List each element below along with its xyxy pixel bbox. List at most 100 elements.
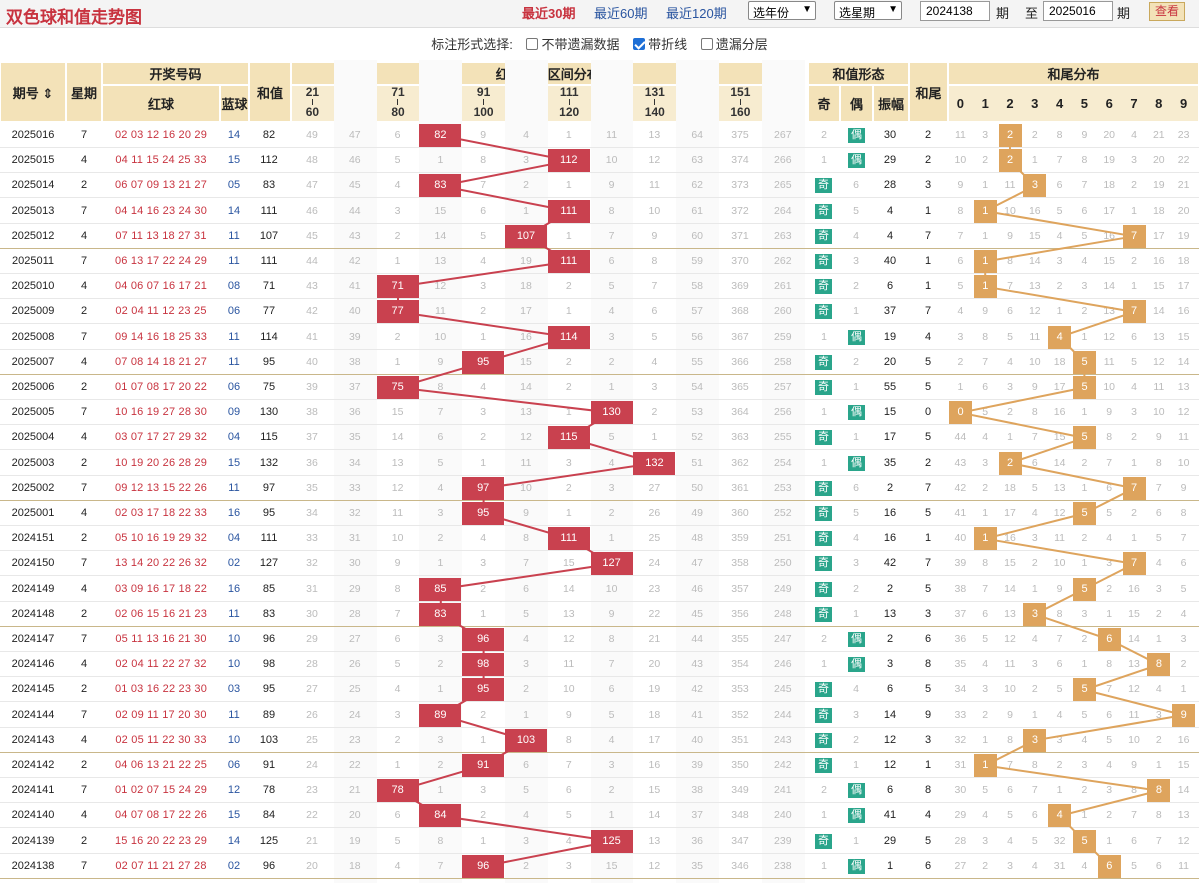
zone-omission-cell: 11 — [434, 305, 446, 318]
zone-high-label: 160 — [730, 105, 751, 119]
zone-omission-cell: 365 — [731, 381, 749, 393]
zone-omission-cell: 354 — [731, 658, 749, 671]
sum-cell: 84 — [262, 809, 276, 822]
no-omission-checkbox[interactable] — [526, 38, 539, 50]
issue-cell: 2024147 — [11, 633, 55, 645]
even-omission-cell: 1 — [853, 834, 859, 847]
range-120-link[interactable]: 最近120期 — [666, 6, 727, 21]
tail-omission-cell: 6 — [1155, 859, 1162, 872]
tail-omission-cell: 5 — [1031, 481, 1038, 494]
zone-omission-cell: 22 — [648, 607, 661, 620]
odd-badge: 奇 — [815, 304, 832, 320]
blue-ball-cell: 11 — [228, 255, 240, 267]
to-issue-input[interactable]: 2025016 — [1043, 1, 1113, 21]
from-issue-input[interactable]: 2024138 — [920, 1, 990, 21]
tail-omission-cell: 9 — [1155, 431, 1162, 444]
tail-omission-cell: 7 — [957, 229, 964, 242]
sum-cell: 111 — [260, 532, 278, 545]
zone-omission-cell: 35 — [348, 431, 361, 444]
odd-badge: 奇 — [815, 380, 832, 395]
query-button[interactable]: 查看 — [1149, 2, 1185, 21]
range-30-link[interactable]: 最近30期 — [522, 6, 576, 21]
odd-badge: 奇 — [815, 430, 832, 446]
zone-omission-cell: 6 — [523, 759, 529, 771]
range-60-link[interactable]: 最近60期 — [594, 6, 648, 21]
tail-omission-cell: 4 — [1081, 255, 1088, 267]
zone-omission-cell: 360 — [731, 507, 749, 519]
tail-omission-cell: 8 — [1155, 456, 1162, 469]
odd-omission-cell: 1 — [821, 456, 827, 469]
tail-omission-cell: 7 — [1081, 179, 1088, 192]
tail-header: 和尾 — [909, 62, 948, 122]
zone-omission-cell: 4 — [651, 355, 658, 368]
tail-omission-cell: 5 — [1056, 683, 1063, 696]
tail-cell: 6 — [924, 859, 932, 872]
even-omission-cell: 1 — [853, 381, 859, 393]
tail-omission-cell: 5 — [1180, 582, 1187, 595]
digit-label-4: 4 — [1055, 96, 1064, 111]
zone-omission-cell: 10 — [562, 683, 575, 696]
zone-omission-cell: 3 — [565, 859, 572, 872]
blue-ball-cell: 11 — [228, 481, 240, 494]
table-row: 2024140 4 04 07 08 17 22 26 15 84 22 20 6 84 2 4 5 1… — [0, 803, 1199, 829]
zone-omission-cell: 1 — [437, 784, 444, 797]
tail-omission-cell: 13 — [1004, 607, 1016, 620]
week-cell: 7 — [80, 406, 88, 419]
tail-omission-cell: 11 — [954, 129, 966, 141]
odd-omission-cell: 1 — [821, 859, 827, 872]
sum-zone-mark: 78 — [376, 779, 419, 803]
tail-omission-cell: 11 — [1178, 431, 1190, 444]
zone-omission-cell: 3 — [651, 381, 658, 393]
week-select[interactable]: 选星期 ▼ — [834, 1, 902, 20]
tail-omission-cell: 2 — [1056, 280, 1063, 293]
sum-zone-mark: 130 — [590, 401, 633, 425]
tail-cell: 5 — [924, 834, 932, 847]
tail-omission-cell: 3 — [1031, 658, 1038, 671]
tail-omission-cell: 1 — [1131, 532, 1137, 545]
sum-zone-mark: 83 — [419, 174, 462, 198]
zone-omission-cell: 56 — [691, 330, 704, 343]
tail-omission-cell: 5 — [1155, 532, 1162, 545]
year-select[interactable]: 选年份 ▼ — [748, 1, 816, 20]
tail-omission-cell: 17 — [1177, 280, 1190, 293]
zone-tick-10: 151 160 — [719, 85, 762, 119]
week-cell: 7 — [80, 481, 88, 494]
with-line-checkbox[interactable] — [633, 38, 646, 50]
blue-ball-cell: 10 — [227, 658, 241, 671]
zone-omission-cell: 1 — [523, 708, 529, 721]
issue-cell: 2024144 — [11, 708, 55, 721]
issue-cell: 2025005 — [11, 406, 55, 419]
tail-digit-mark: 5 — [1073, 376, 1096, 399]
tail-omission-cell: 11 — [1004, 658, 1016, 671]
zone-omission-cell: 30 — [348, 557, 361, 570]
tail-omission-cell: 8 — [1180, 507, 1187, 519]
sum-zone-mark: 132 — [633, 451, 676, 475]
tail-omission-cell: 11 — [1103, 355, 1115, 368]
to-issue-unit: 期 — [1117, 6, 1131, 21]
zone-omission-cell: 4 — [437, 481, 444, 494]
tail-omission-cell: 4 — [1007, 834, 1013, 847]
tail-omission-cell: 7 — [1007, 280, 1013, 293]
tail-omission-cell: 16 — [1004, 532, 1016, 545]
sum-zone-mark: 96 — [462, 854, 505, 878]
issue-cell: 2025016 — [11, 129, 55, 141]
odd-badge: 奇 — [815, 556, 832, 572]
omission-layer-checkbox[interactable] — [700, 38, 713, 50]
odd-omission-cell: 2 — [821, 784, 827, 797]
zone-omission-cell: 2 — [437, 658, 444, 671]
zone-omission-cell: 361 — [731, 481, 749, 494]
tail-omission-cell: 1 — [1081, 557, 1088, 570]
odd-badge: 奇 — [815, 178, 832, 194]
red-balls-cell: 02 03 12 16 20 29 — [114, 129, 208, 141]
zone-omission-cell: 43 — [691, 658, 704, 671]
tail-digit-mark: 7 — [1122, 552, 1146, 576]
week-cell: 7 — [80, 330, 88, 343]
tail-omission-cell: 3 — [1106, 784, 1113, 797]
table-row: 2025015 4 04 11 15 24 25 33 15 112 48 46 5 1 8 3 11… — [0, 148, 1199, 174]
zone-omission-cell: 262 — [774, 255, 792, 267]
table-row: 2025003 2 10 19 20 26 28 29 15 132 36 34 13 5 1 11… — [0, 451, 1199, 476]
zone-omission-cell: 373 — [731, 179, 749, 192]
issue-header[interactable]: 期号 ⇕ — [0, 62, 66, 122]
tail-omission-cell: 1 — [982, 179, 989, 192]
issue-cell: 2025015 — [11, 154, 55, 167]
